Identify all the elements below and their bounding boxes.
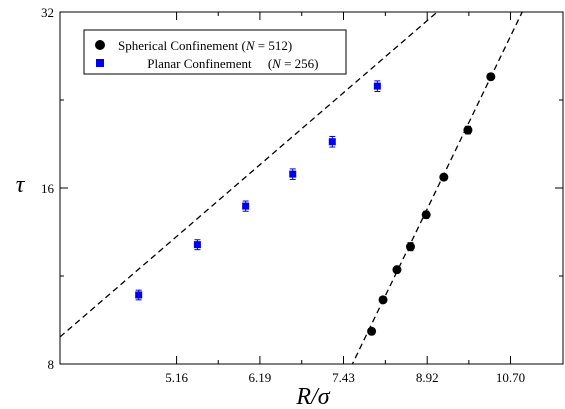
legend-label-spherical: Spherical Confinement (N = 512) [118, 38, 292, 53]
data-point-planar [193, 241, 201, 249]
fit-lines [60, 12, 523, 364]
data-point-spherical [405, 242, 415, 252]
legend-marker-spherical [95, 40, 105, 50]
data-point-spherical [392, 265, 402, 275]
y-tick-label: 16 [41, 181, 55, 196]
data-points [135, 72, 496, 336]
y-tick-label: 8 [48, 357, 55, 372]
data-point-spherical [367, 326, 377, 336]
legend-box [83, 29, 347, 75]
data-point-spherical [378, 295, 388, 305]
data-point-planar [135, 291, 143, 299]
data-point-spherical [439, 172, 449, 182]
data-point-planar [328, 138, 336, 146]
x-tick-label: 10.70 [496, 370, 525, 385]
fit-line-spherical [351, 12, 523, 364]
legend: Spherical Confinement (N = 512) Planar C… [83, 29, 347, 75]
data-point-planar [373, 82, 381, 90]
fit-line-planar [60, 12, 439, 338]
axis-ticks: 5.16 6.19 7.43 8.92 10.70 8 16 32 [41, 5, 563, 385]
x-tick-label: 7.43 [332, 370, 355, 385]
data-point-planar [242, 202, 250, 210]
data-point-planar [289, 170, 297, 178]
legend-label-planar: Planar Confinement (N = 256) [118, 56, 341, 71]
data-point-spherical [463, 125, 473, 135]
x-tick-label: 6.19 [249, 370, 272, 385]
x-tick-label: 8.92 [416, 370, 439, 385]
data-point-spherical [486, 72, 496, 82]
legend-marker-planar [96, 59, 104, 67]
x-axis-label: R/σ [295, 384, 330, 409]
data-point-spherical [421, 210, 431, 220]
x-tick-label: 5.16 [165, 370, 188, 385]
y-tick-label: 32 [41, 5, 54, 20]
y-axis-label: τ [16, 172, 26, 198]
